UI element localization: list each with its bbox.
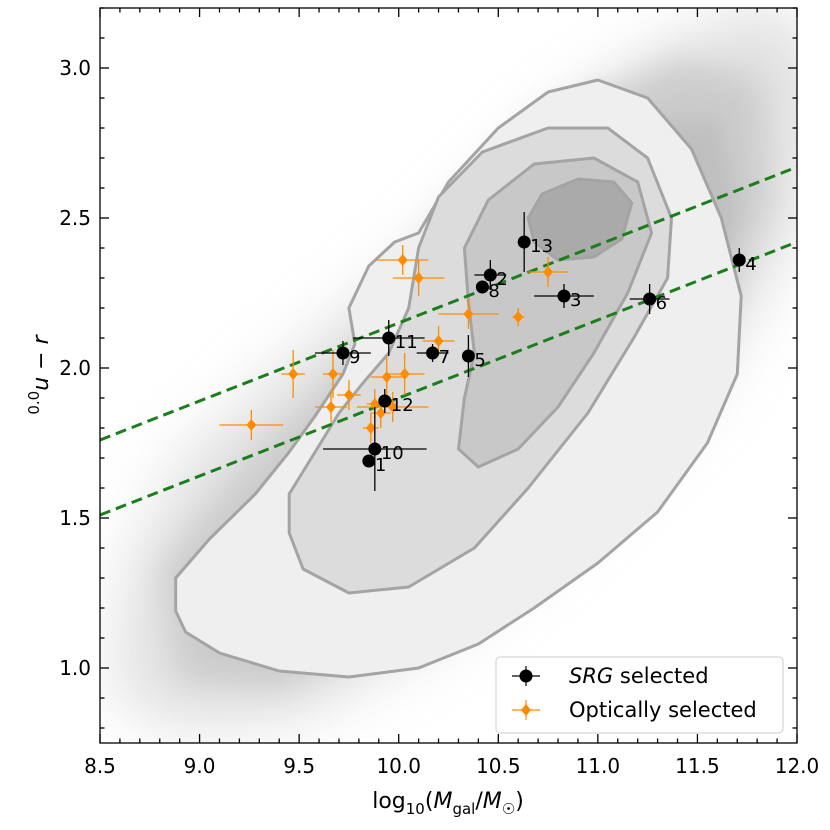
y-tick-label: 2.5 — [59, 206, 91, 230]
x-tick-label: 11.0 — [576, 754, 621, 778]
marker — [543, 266, 554, 278]
y-tick-label: 1.0 — [59, 656, 91, 680]
marker — [483, 268, 497, 282]
optical-point-12 — [376, 245, 429, 275]
optical-point-5 — [336, 380, 361, 410]
optical-point-13 — [392, 260, 445, 296]
marker — [463, 308, 474, 320]
point-label-12: 12 — [391, 395, 414, 416]
marker — [475, 280, 489, 294]
point-label-2: 2 — [496, 269, 507, 290]
marker — [326, 401, 337, 413]
legend-box — [495, 656, 784, 734]
marker — [343, 389, 354, 401]
srg-point-13: 13 — [517, 212, 553, 272]
point-label-10: 10 — [381, 443, 404, 464]
marker — [397, 254, 408, 266]
point-label-6: 6 — [656, 293, 667, 314]
srg-point-4: 4 — [732, 248, 757, 275]
point-label-11: 11 — [395, 332, 418, 353]
contour-layer — [174, 78, 743, 679]
optical-point-3 — [323, 350, 343, 398]
marker — [461, 349, 475, 363]
point-label-4: 4 — [745, 254, 756, 275]
marker — [336, 346, 350, 360]
marker — [517, 235, 531, 249]
point-label-5: 5 — [474, 350, 485, 371]
x-tick-label: 10.5 — [476, 754, 521, 778]
srg-point-7: 7 — [416, 344, 450, 368]
x-tick-label: 8.5 — [84, 754, 116, 778]
contour-level-4 — [526, 177, 634, 262]
optical-point-15 — [438, 299, 499, 329]
dashed-line-lower — [99, 240, 798, 517]
plot-frame — [99, 7, 798, 744]
point-label-3: 3 — [570, 290, 581, 311]
marker — [288, 368, 299, 380]
marker — [378, 394, 392, 408]
x-tick-label: 10.0 — [376, 754, 421, 778]
y-tick-label: 1.5 — [59, 506, 91, 530]
srg-point-6: 6 — [629, 284, 670, 314]
srg-point-11: 11 — [352, 320, 425, 356]
legend-label-optical: Optically selected — [569, 698, 757, 722]
point-label-8: 8 — [488, 281, 499, 302]
marker — [368, 442, 382, 456]
legend-marker-optical — [512, 700, 540, 720]
x-tick-label: 9.0 — [184, 754, 216, 778]
marker — [375, 407, 386, 419]
optical-point-17 — [528, 257, 568, 287]
marker — [365, 422, 376, 434]
srg-point-12: 12 — [378, 389, 414, 416]
point-label-13: 13 — [530, 236, 553, 257]
line-layer — [99, 165, 798, 517]
optical-point-4 — [315, 392, 347, 422]
marker — [513, 311, 524, 323]
srg-point-8: 8 — [475, 280, 500, 302]
x-tick-label: 12.0 — [775, 754, 820, 778]
x-tick-label: 9.5 — [283, 754, 315, 778]
marker — [433, 335, 444, 347]
optical-point-11 — [384, 353, 425, 395]
axis-ticks: 8.5 9.0 9.5 10.0 10.5 11.0 11.5 12.0 1.0 1.5 2.0 2.… — [59, 7, 820, 778]
point-label-7: 7 — [439, 347, 450, 368]
optical-point-8 — [370, 398, 391, 428]
marker — [413, 272, 424, 284]
marker — [399, 368, 410, 380]
optical-point-1 — [219, 410, 284, 440]
srg-point-9: 9 — [315, 341, 371, 368]
srg-point-2: 2 — [474, 260, 508, 290]
optical-point-6 — [362, 413, 379, 443]
marker — [327, 368, 338, 380]
legend: SRG selected Optically selected — [495, 656, 784, 734]
srg-point-5: 5 — [461, 335, 486, 377]
dashed-line-upper — [99, 165, 798, 442]
srg-point-3: 3 — [534, 284, 594, 311]
optical-point-16 — [512, 308, 525, 326]
x-tick-label: 11.5 — [675, 754, 720, 778]
point-label-9: 9 — [349, 347, 360, 368]
srg-point-1: 1 — [362, 454, 386, 476]
marker — [426, 346, 440, 360]
y-tick-label: 2.0 — [59, 356, 91, 380]
optical-point-2 — [281, 350, 306, 398]
marker — [362, 454, 376, 468]
legend-label-srg: SRG selected — [569, 664, 709, 688]
marker — [557, 289, 571, 303]
y-tick-label: 3.0 — [59, 56, 91, 80]
marker — [246, 419, 257, 431]
point-label-1: 1 — [375, 455, 386, 476]
y-axis-label: 0.0u − r — [25, 333, 54, 414]
x-axis-label: log10(Mgal/M☉) — [372, 789, 524, 818]
srg-point-10: 10 — [323, 407, 427, 491]
legend-marker-srg — [512, 666, 540, 686]
marker — [643, 292, 657, 306]
marker — [382, 331, 396, 345]
marker — [732, 253, 746, 267]
